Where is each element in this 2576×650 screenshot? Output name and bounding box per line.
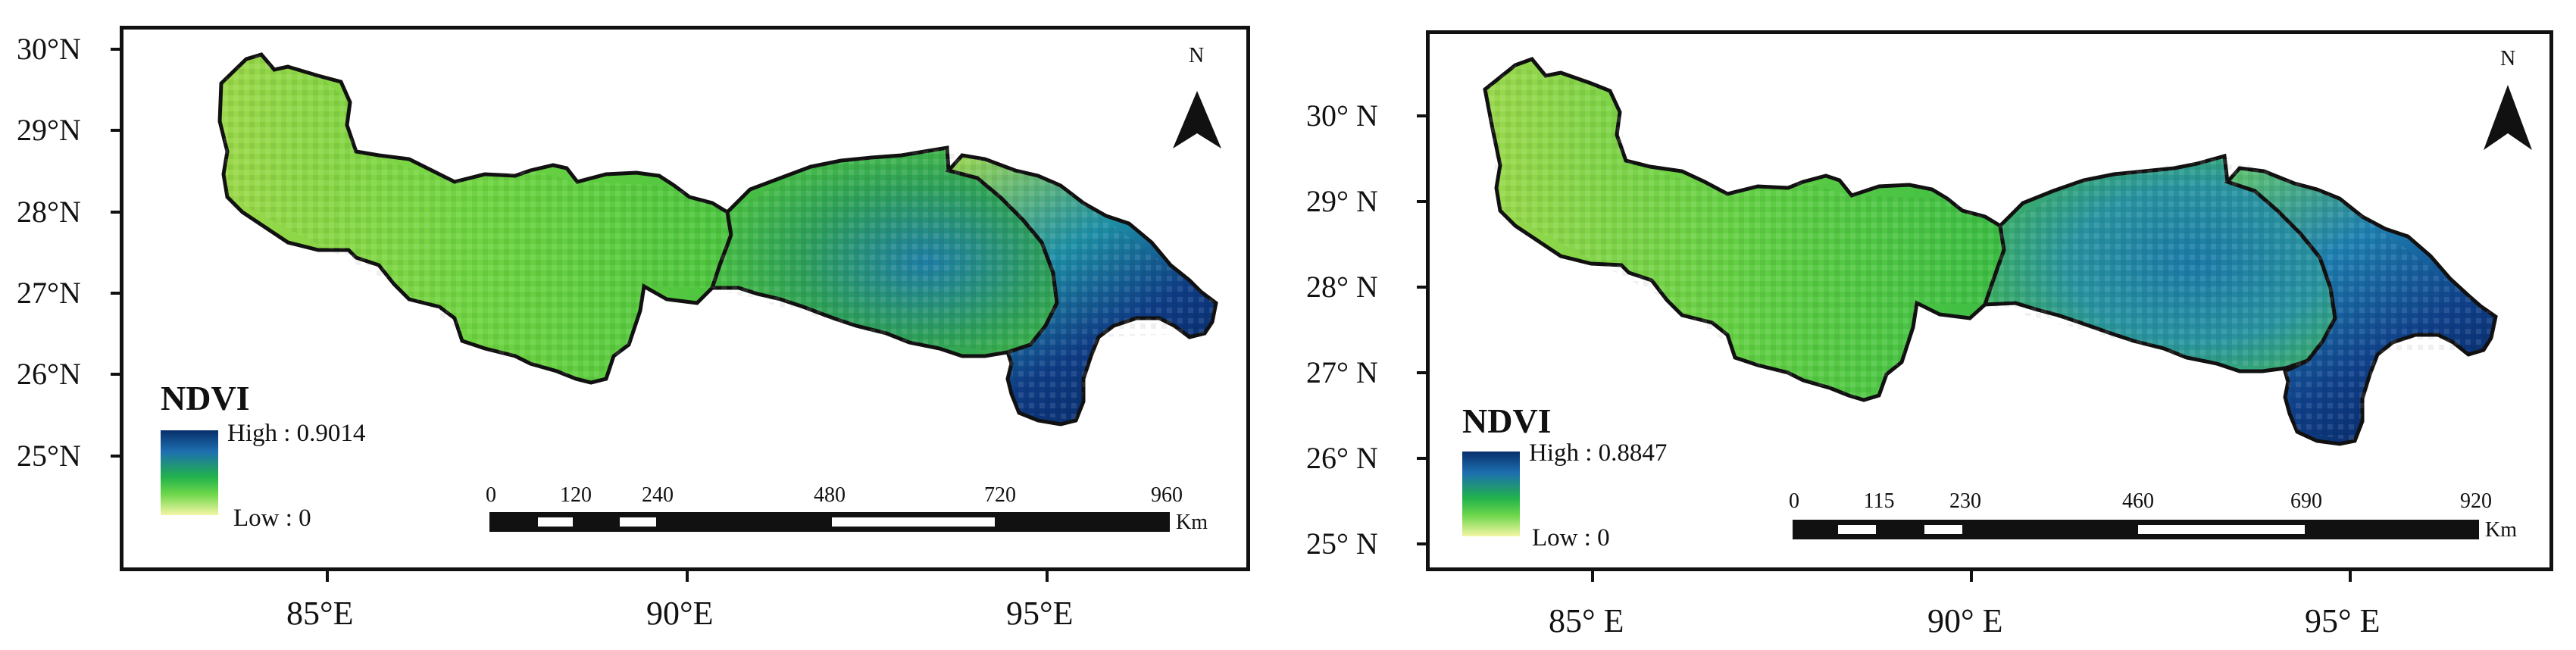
- legend-low: Low : 0: [1532, 524, 1610, 552]
- scale-label: 115: [1863, 489, 1895, 513]
- north-label: N: [2500, 47, 2516, 70]
- scale-bar: [489, 512, 1170, 532]
- lat-label: 28°N: [17, 195, 81, 229]
- north-arrow-icon: [2484, 85, 2532, 150]
- y-tick: [111, 48, 121, 51]
- y-tick: [1417, 200, 1427, 203]
- left-map-panel: 30°N 29°N 28°N 27°N 26°N 25°N 85°E 90°E …: [17, 26, 1250, 632]
- y-tick: [111, 211, 121, 214]
- north-arrow-icon: [1173, 91, 1221, 148]
- y-tick: [1417, 457, 1427, 460]
- legend-high: High : 0.8847: [1529, 439, 1668, 467]
- scale-bar: [1793, 520, 2479, 539]
- lon-label: 85° E: [1549, 602, 1624, 639]
- scale-label: 960: [1151, 483, 1183, 507]
- left-ndvi-map: [217, 52, 1221, 427]
- scale-label: 0: [486, 483, 496, 507]
- right-ndvi-map: [1483, 57, 2532, 446]
- lat-label: 26° N: [1306, 441, 1378, 475]
- scale-label: 920: [2460, 489, 2492, 513]
- y-tick: [111, 455, 121, 458]
- y-tick: [1417, 371, 1427, 374]
- scale-label: 720: [984, 483, 1016, 507]
- x-tick: [326, 570, 329, 582]
- y-tick: [1417, 286, 1427, 289]
- x-tick: [686, 570, 689, 582]
- lat-label: 25°N: [17, 439, 81, 473]
- legend-high: High : 0.9014: [227, 420, 366, 447]
- scale-label: 690: [2290, 489, 2322, 513]
- lat-label: 27° N: [1306, 355, 1378, 389]
- y-tick: [1417, 542, 1427, 545]
- scale-unit: Km: [1176, 511, 1208, 534]
- lon-label: 95° E: [2305, 602, 2381, 639]
- lat-label: 30°N: [17, 32, 81, 66]
- legend-title: NDVI: [1462, 402, 1552, 440]
- y-tick: [111, 373, 121, 376]
- legend-color-ramp: [1462, 452, 1520, 536]
- y-tick: [1417, 114, 1427, 117]
- x-tick: [1046, 570, 1049, 582]
- lat-label: 27°N: [17, 276, 81, 310]
- lon-label: 90° E: [1927, 602, 2003, 639]
- x-tick: [1970, 570, 1973, 582]
- scale-label: 480: [814, 483, 846, 507]
- lon-label: 95°E: [1006, 595, 1074, 632]
- lat-label: 29° N: [1306, 184, 1378, 218]
- lat-label: 28° N: [1306, 270, 1378, 304]
- legend-title: NDVI: [161, 379, 250, 417]
- right-map-panel: 30° N 29° N 28° N 27° N 26° N 25° N 85° …: [1288, 0, 2576, 650]
- x-tick: [2349, 570, 2352, 582]
- lon-label: 90°E: [646, 595, 714, 632]
- pixel-texture: [1485, 65, 2496, 441]
- x-tick: [1591, 570, 1594, 582]
- pixel-texture: [221, 55, 1216, 420]
- scale-label: 230: [1949, 489, 1981, 513]
- lat-label: 25° N: [1306, 527, 1378, 561]
- scale-unit: Km: [2485, 518, 2517, 542]
- north-label: N: [1189, 44, 1205, 67]
- y-tick: [111, 129, 121, 132]
- y-tick: [111, 292, 121, 295]
- lat-label: 26°N: [17, 357, 81, 391]
- scale-label: 0: [1789, 489, 1799, 513]
- lon-label: 85°E: [286, 595, 354, 632]
- scale-label: 240: [642, 483, 674, 507]
- lat-label: 29°N: [17, 113, 81, 147]
- legend-color-ramp: [161, 430, 218, 515]
- scale-label: 120: [560, 483, 592, 507]
- legend-low: Low : 0: [233, 505, 311, 532]
- lat-label: 30° N: [1306, 98, 1378, 133]
- scale-label: 460: [2122, 489, 2154, 513]
